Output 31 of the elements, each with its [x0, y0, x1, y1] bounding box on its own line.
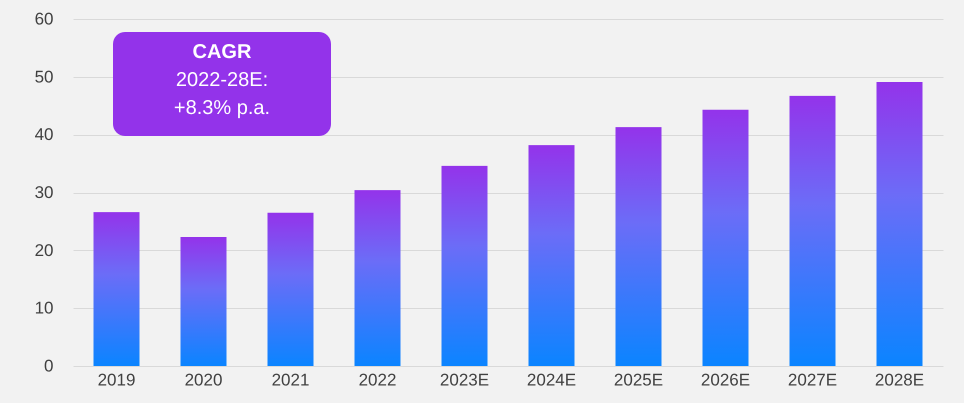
x-tick-label: 2023E: [440, 370, 490, 390]
y-tick-label: 60: [34, 10, 54, 28]
x-tick-label: 2020: [184, 370, 222, 390]
y-tick-label: 0: [44, 356, 54, 376]
bar: [528, 145, 574, 366]
y-tick-label: 10: [34, 298, 54, 318]
bar: [790, 96, 836, 366]
x-tick-label: 2026E: [700, 370, 750, 390]
x-tick-label: 2025E: [614, 370, 664, 390]
x-tick-label: 2019: [98, 370, 136, 390]
annotation: 2022-28E:: [174, 68, 270, 93]
bar: [442, 166, 488, 366]
y-tick-label: 20: [34, 240, 54, 260]
annotation: +8.3% p.a.: [172, 96, 272, 121]
x-tick-label: 2021: [272, 370, 310, 390]
annotation: CAGR: [192, 40, 252, 65]
callout-box: CAGR 2022-28E: +8.3% p.a.: [113, 32, 331, 136]
x-tick-label: 2022: [358, 370, 396, 390]
bar: [616, 127, 662, 366]
bar: [268, 212, 314, 366]
y-tick-label: 30: [34, 183, 54, 202]
bar: [354, 190, 400, 366]
bar: [94, 212, 140, 366]
y-tick-label: 40: [34, 125, 54, 144]
x-tick-label: 2024E: [526, 370, 576, 390]
bar: [702, 110, 748, 366]
x-tick-label: 2028E: [874, 370, 924, 390]
x-tick-label: 2027E: [788, 370, 838, 390]
bar: [876, 82, 922, 366]
bar: [180, 237, 226, 366]
y-tick-label: 50: [34, 67, 54, 86]
